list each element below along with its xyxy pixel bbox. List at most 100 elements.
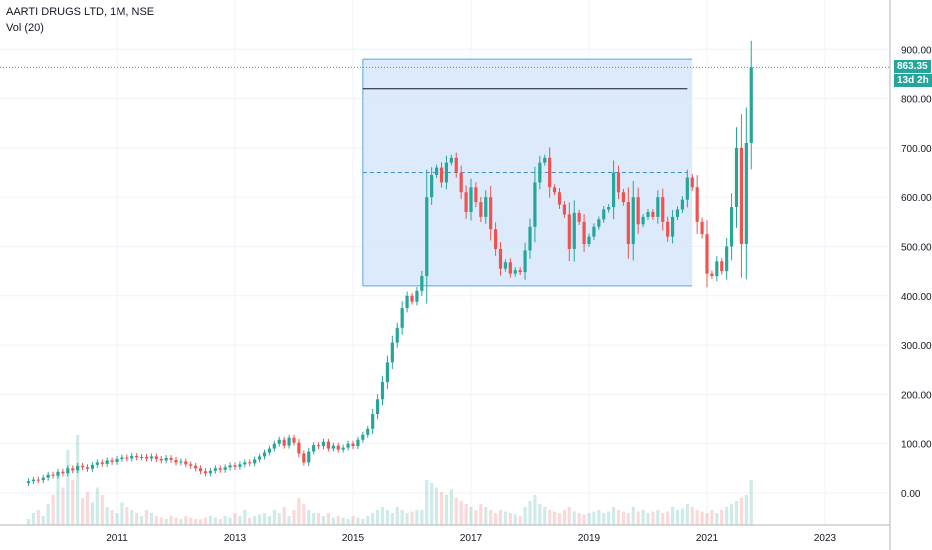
- candle-up: [331, 445, 335, 449]
- volume-bar: [336, 516, 340, 525]
- volume-bar: [434, 487, 439, 525]
- volume-bar: [164, 519, 168, 525]
- volume-bar: [439, 492, 444, 525]
- candle-up: [449, 157, 453, 163]
- volume-bar: [611, 507, 616, 525]
- volume-bar: [420, 510, 424, 525]
- volume-bar: [213, 517, 217, 525]
- volume-bar: [228, 517, 232, 525]
- volume-bar: [341, 517, 345, 525]
- volume-bar: [700, 511, 704, 525]
- volume-bar: [538, 504, 542, 525]
- volume-bar: [149, 513, 154, 525]
- volume-bar: [616, 510, 621, 525]
- volume-bar: [680, 508, 685, 525]
- candle-down: [621, 192, 626, 203]
- candle-down: [302, 453, 306, 463]
- candle-up: [208, 470, 213, 474]
- volume-bar: [312, 513, 316, 525]
- volume-bar: [41, 516, 45, 525]
- candle-down: [292, 437, 296, 443]
- candle-up: [41, 477, 45, 481]
- volume-bar: [395, 507, 399, 525]
- volume-bar: [272, 510, 276, 525]
- candle-down: [636, 197, 640, 225]
- candle-down: [110, 460, 114, 462]
- candle-up: [734, 147, 739, 208]
- price-candles: [26, 40, 753, 487]
- volume-bar: [179, 519, 183, 525]
- volume-bar: [243, 510, 247, 525]
- candle-up: [503, 262, 508, 269]
- volume-bar: [253, 516, 257, 525]
- candle-up: [66, 468, 70, 474]
- candle-down: [135, 455, 139, 458]
- candle-down: [100, 462, 104, 464]
- candle-down: [326, 441, 331, 449]
- candle-up: [749, 67, 753, 143]
- volume-bar: [375, 510, 380, 525]
- candle-down: [493, 229, 498, 249]
- price-tick-label: 200.00: [901, 390, 932, 401]
- candle-up: [523, 250, 527, 273]
- candle-up: [139, 456, 144, 458]
- volume-bar: [646, 513, 650, 525]
- candle-up: [415, 290, 419, 302]
- volume-bar: [543, 507, 547, 525]
- candle-up: [607, 207, 611, 210]
- volume-bar: [66, 450, 70, 525]
- volume-bar: [582, 514, 586, 525]
- volume-bar: [248, 517, 252, 525]
- candle-down: [61, 471, 65, 474]
- candle-up: [430, 175, 434, 198]
- volume-bar: [690, 507, 694, 525]
- volume-bar: [651, 511, 655, 525]
- candle-up: [685, 177, 689, 200]
- candle-up: [312, 445, 316, 452]
- candle-up: [611, 172, 616, 208]
- candle-down: [316, 445, 321, 447]
- volume-bar: [351, 516, 355, 525]
- candle-down: [51, 474, 55, 476]
- volume-bar: [76, 435, 80, 525]
- volume-bar: [90, 502, 95, 525]
- volume-bar: [139, 516, 144, 525]
- volume-bar: [469, 507, 473, 525]
- candle-up: [395, 327, 399, 343]
- candle-down: [80, 465, 85, 468]
- candle-down: [351, 443, 355, 447]
- candle-up: [120, 457, 124, 459]
- candle-up: [371, 414, 375, 429]
- candle-up: [95, 462, 99, 465]
- volume-bar: [430, 483, 434, 525]
- candle-up: [641, 216, 645, 225]
- volume-bar: [548, 510, 552, 525]
- volume-bar: [238, 516, 242, 525]
- volume-bar: [597, 510, 601, 525]
- candle-down: [144, 456, 149, 459]
- candle-up: [670, 216, 675, 237]
- volume-bar: [474, 510, 478, 525]
- candle-up: [164, 457, 168, 461]
- range-box-annotation[interactable]: [362, 58, 693, 287]
- price-tick-label: 300.00: [901, 341, 932, 352]
- candle-up: [272, 443, 276, 449]
- candle-down: [297, 442, 301, 454]
- candle-down: [552, 187, 557, 193]
- volume-bar: [744, 495, 748, 525]
- volume-bar: [262, 513, 267, 525]
- candle-up: [228, 465, 232, 468]
- volume-bar: [685, 504, 689, 525]
- volume-bar: [257, 514, 262, 525]
- candle-up: [76, 465, 80, 471]
- volume-bar: [425, 480, 429, 525]
- volume-bar: [715, 513, 719, 525]
- volume-bar: [518, 516, 522, 525]
- candle-up: [434, 167, 439, 175]
- candle-up: [538, 162, 542, 183]
- candle-up: [729, 207, 734, 247]
- candle-down: [695, 187, 699, 222]
- candle-down: [464, 192, 468, 212]
